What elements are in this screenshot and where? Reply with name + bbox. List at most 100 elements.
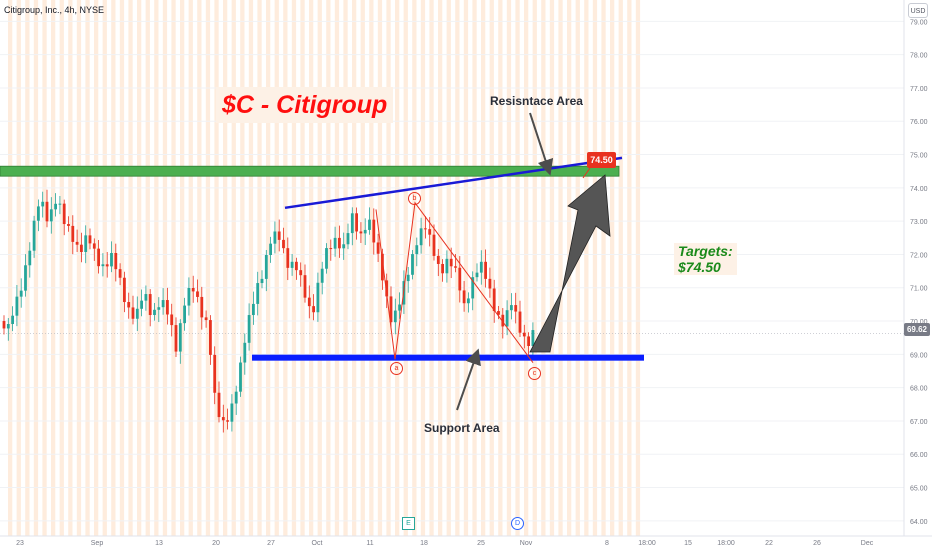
candle-body	[510, 305, 513, 311]
candle-body	[243, 342, 247, 363]
candle-body	[316, 282, 320, 313]
gridlines	[0, 20, 904, 522]
candle-body	[226, 420, 229, 422]
candle-body	[475, 272, 479, 278]
candle-body	[37, 206, 40, 221]
candle-body	[467, 298, 470, 304]
candle-body	[264, 254, 268, 279]
time-axis[interactable]: 23 Sep 13 20 27 Oct 11 18 25 Nov 8 18:00 15 18:00 22 26…	[16, 540, 874, 547]
wave-label-a: a	[390, 362, 403, 375]
session-stripe	[541, 0, 546, 536]
candle-body	[307, 297, 311, 307]
candle-body	[75, 241, 79, 245]
y-tick-label: 79.00	[910, 19, 928, 26]
x-tick-label: 18:00	[717, 540, 735, 547]
candle-body	[92, 243, 96, 249]
session-stripe	[472, 0, 477, 536]
y-tick-label: 67.00	[910, 419, 928, 426]
candle-body	[174, 325, 178, 352]
candle-body	[428, 229, 432, 235]
candle-body	[454, 266, 457, 268]
candle-body	[161, 300, 165, 308]
candle-body	[505, 310, 509, 327]
currency-button[interactable]: USD	[908, 3, 928, 18]
candle-body	[368, 219, 371, 230]
candle-body	[131, 307, 135, 319]
session-stripe	[180, 0, 185, 536]
candle-body	[234, 391, 238, 404]
x-tick-label: 26	[813, 540, 821, 547]
session-stripe	[575, 0, 580, 536]
candle-body	[346, 233, 350, 245]
candle-body	[260, 278, 264, 284]
session-stripe	[334, 0, 340, 536]
session-stripe	[420, 0, 426, 536]
session-stripe	[94, 0, 99, 536]
drawings-layer	[0, 112, 644, 411]
candle-body	[381, 253, 384, 281]
candle-body	[80, 244, 83, 252]
candle-body	[398, 304, 401, 311]
y-tick-label: 72.00	[910, 252, 928, 259]
price-axis[interactable]: 64.00 65.00 66.00 67.00 68.00 69.00 70.00 71.00…	[910, 19, 928, 526]
candle-body	[217, 392, 221, 418]
session-stripe	[532, 0, 537, 536]
candle-body	[497, 311, 500, 315]
candle-body	[329, 248, 333, 250]
candle-body	[355, 213, 358, 232]
session-stripe	[489, 0, 494, 536]
candle-body	[445, 258, 449, 274]
session-stripe	[558, 0, 563, 536]
candle-body	[127, 302, 131, 308]
candle-body	[325, 248, 328, 269]
session-stripe	[162, 0, 168, 536]
y-tick-label: 73.00	[910, 219, 928, 226]
resistance-zone	[0, 165, 620, 177]
session-stripe	[515, 0, 520, 536]
x-tick-label: Nov	[520, 540, 533, 547]
session-stripe	[403, 0, 408, 536]
candle-body	[273, 231, 277, 244]
candle-body	[148, 294, 152, 316]
session-stripe	[137, 0, 142, 536]
candle-body	[15, 296, 19, 316]
support-pointer-arrow	[456, 348, 481, 411]
x-tick-label: 18	[420, 540, 428, 547]
candle-body	[123, 277, 126, 303]
candle-body	[432, 234, 436, 256]
candle-body	[170, 314, 174, 326]
session-stripe	[412, 0, 417, 536]
session-stripe	[188, 0, 193, 536]
session-stripe	[498, 0, 503, 536]
candle-body	[187, 287, 191, 306]
session-stripe	[291, 0, 297, 536]
candle-body	[424, 228, 427, 230]
candle-body	[153, 309, 156, 316]
resistance-pointer-arrow	[529, 112, 554, 176]
session-stripe	[610, 0, 615, 536]
session-stripe	[68, 0, 73, 536]
candle-body	[501, 314, 505, 327]
candle-body	[303, 275, 307, 298]
session-stripe	[102, 0, 107, 536]
candle-body	[45, 201, 49, 222]
dividend-event-marker[interactable]: D	[511, 517, 524, 530]
session-stripe	[627, 0, 632, 536]
session-stripe	[85, 0, 90, 536]
session-stripe	[343, 0, 348, 536]
candle-body	[6, 324, 10, 329]
x-tick-label: 23	[16, 540, 24, 547]
candle-body	[221, 417, 225, 421]
candle-body	[338, 237, 341, 249]
targets-value: $74.50	[678, 259, 721, 275]
candle-body	[522, 332, 526, 337]
candle-body	[209, 320, 212, 355]
y-tick-label: 77.00	[910, 86, 928, 93]
candle-body	[385, 280, 389, 297]
target-arrow	[529, 174, 611, 353]
x-tick-label: Oct	[312, 540, 323, 547]
wave-label-b: b	[408, 192, 421, 205]
session-stripe	[51, 0, 56, 536]
earnings-event-marker[interactable]: E	[402, 517, 415, 530]
